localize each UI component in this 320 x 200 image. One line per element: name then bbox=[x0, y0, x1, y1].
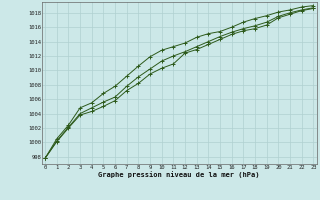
X-axis label: Graphe pression niveau de la mer (hPa): Graphe pression niveau de la mer (hPa) bbox=[99, 171, 260, 178]
